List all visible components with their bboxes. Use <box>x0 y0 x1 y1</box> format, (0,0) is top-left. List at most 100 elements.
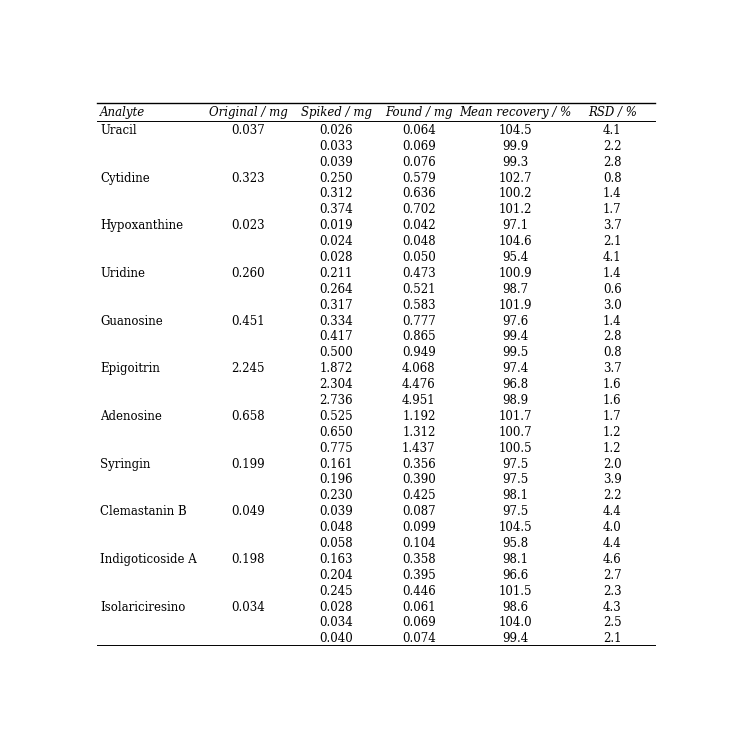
Text: 2.7: 2.7 <box>603 569 622 582</box>
Text: 0.048: 0.048 <box>319 521 353 534</box>
Text: 0.023: 0.023 <box>231 219 265 232</box>
Text: 0.028: 0.028 <box>319 251 353 264</box>
Text: Adenosine: Adenosine <box>101 410 162 423</box>
Text: 0.024: 0.024 <box>319 235 353 248</box>
Text: 3.7: 3.7 <box>603 219 622 232</box>
Text: 0.451: 0.451 <box>231 315 265 328</box>
Text: 2.1: 2.1 <box>603 235 622 248</box>
Text: 2.2: 2.2 <box>603 489 622 502</box>
Text: 1.6: 1.6 <box>603 394 622 407</box>
Text: 0.204: 0.204 <box>319 569 353 582</box>
Text: Epigoitrin: Epigoitrin <box>101 362 160 375</box>
Text: 2.304: 2.304 <box>319 378 353 391</box>
Text: 0.034: 0.034 <box>319 617 353 630</box>
Text: 98.1: 98.1 <box>503 489 528 502</box>
Text: 0.425: 0.425 <box>402 489 436 502</box>
Text: 0.037: 0.037 <box>231 124 265 137</box>
Text: 4.476: 4.476 <box>402 378 436 391</box>
Text: 0.076: 0.076 <box>402 156 436 169</box>
Text: 0.074: 0.074 <box>402 632 436 645</box>
Text: 0.211: 0.211 <box>320 267 353 280</box>
Text: 0.500: 0.500 <box>319 346 353 359</box>
Text: 0.358: 0.358 <box>402 553 436 566</box>
Text: 0.064: 0.064 <box>402 124 436 137</box>
Text: 104.5: 104.5 <box>498 124 532 137</box>
Text: 0.245: 0.245 <box>319 585 353 598</box>
Text: 0.034: 0.034 <box>231 601 265 614</box>
Text: 4.4: 4.4 <box>603 537 622 550</box>
Text: 102.7: 102.7 <box>499 172 532 185</box>
Text: 1.7: 1.7 <box>603 203 622 216</box>
Text: 0.473: 0.473 <box>402 267 436 280</box>
Text: 2.5: 2.5 <box>603 617 622 630</box>
Text: 97.5: 97.5 <box>502 505 528 518</box>
Text: 100.9: 100.9 <box>498 267 532 280</box>
Text: 97.4: 97.4 <box>502 362 528 375</box>
Text: 1.6: 1.6 <box>603 378 622 391</box>
Text: 0.8: 0.8 <box>603 172 622 185</box>
Text: 1.4: 1.4 <box>603 315 622 328</box>
Text: 0.702: 0.702 <box>402 203 436 216</box>
Text: Indigoticoside A: Indigoticoside A <box>101 553 197 566</box>
Text: 3.0: 3.0 <box>603 299 622 312</box>
Text: 0.395: 0.395 <box>402 569 436 582</box>
Text: 0.636: 0.636 <box>402 187 436 201</box>
Text: 98.6: 98.6 <box>503 601 528 614</box>
Text: 97.5: 97.5 <box>502 458 528 471</box>
Text: 100.7: 100.7 <box>498 426 532 439</box>
Text: 2.245: 2.245 <box>231 362 265 375</box>
Text: 4.1: 4.1 <box>603 124 622 137</box>
Text: 0.8: 0.8 <box>603 346 622 359</box>
Text: 0.650: 0.650 <box>319 426 353 439</box>
Text: 4.6: 4.6 <box>603 553 622 566</box>
Text: 0.264: 0.264 <box>319 283 353 296</box>
Text: 0.865: 0.865 <box>402 330 436 344</box>
Text: 0.028: 0.028 <box>319 601 353 614</box>
Text: 4.0: 4.0 <box>603 521 622 534</box>
Text: 0.525: 0.525 <box>319 410 353 423</box>
Text: Isolariciresino: Isolariciresino <box>101 601 186 614</box>
Text: 1.2: 1.2 <box>603 442 622 455</box>
Text: Spiked / mg: Spiked / mg <box>301 107 372 119</box>
Text: 0.042: 0.042 <box>402 219 436 232</box>
Text: 2.1: 2.1 <box>603 632 622 645</box>
Text: 99.4: 99.4 <box>502 330 528 344</box>
Text: 97.5: 97.5 <box>502 473 528 487</box>
Text: 0.317: 0.317 <box>319 299 353 312</box>
Text: 95.4: 95.4 <box>502 251 528 264</box>
Text: 100.5: 100.5 <box>498 442 532 455</box>
Text: 0.061: 0.061 <box>402 601 436 614</box>
Text: 101.7: 101.7 <box>499 410 532 423</box>
Text: 2.736: 2.736 <box>319 394 353 407</box>
Text: 99.9: 99.9 <box>502 140 528 153</box>
Text: 0.312: 0.312 <box>319 187 353 201</box>
Text: 0.260: 0.260 <box>231 267 265 280</box>
Text: 4.3: 4.3 <box>603 601 622 614</box>
Text: 0.163: 0.163 <box>319 553 353 566</box>
Text: 104.0: 104.0 <box>498 617 532 630</box>
Text: Hypoxanthine: Hypoxanthine <box>101 219 184 232</box>
Text: 0.374: 0.374 <box>319 203 353 216</box>
Text: 104.5: 104.5 <box>498 521 532 534</box>
Text: 0.198: 0.198 <box>231 553 265 566</box>
Text: 0.099: 0.099 <box>402 521 436 534</box>
Text: 4.1: 4.1 <box>603 251 622 264</box>
Text: 2.2: 2.2 <box>603 140 622 153</box>
Text: 0.019: 0.019 <box>319 219 353 232</box>
Text: 0.658: 0.658 <box>231 410 265 423</box>
Text: 104.6: 104.6 <box>498 235 532 248</box>
Text: 101.9: 101.9 <box>499 299 532 312</box>
Text: 100.2: 100.2 <box>499 187 532 201</box>
Text: 0.579: 0.579 <box>402 172 436 185</box>
Text: 1.7: 1.7 <box>603 410 622 423</box>
Text: 1.872: 1.872 <box>320 362 353 375</box>
Text: 2.3: 2.3 <box>603 585 622 598</box>
Text: 0.058: 0.058 <box>319 537 353 550</box>
Text: 0.583: 0.583 <box>402 299 436 312</box>
Text: 96.6: 96.6 <box>502 569 528 582</box>
Text: 2.8: 2.8 <box>603 156 622 169</box>
Text: 0.069: 0.069 <box>402 140 436 153</box>
Text: 4.068: 4.068 <box>402 362 436 375</box>
Text: 0.087: 0.087 <box>402 505 436 518</box>
Text: 0.050: 0.050 <box>402 251 436 264</box>
